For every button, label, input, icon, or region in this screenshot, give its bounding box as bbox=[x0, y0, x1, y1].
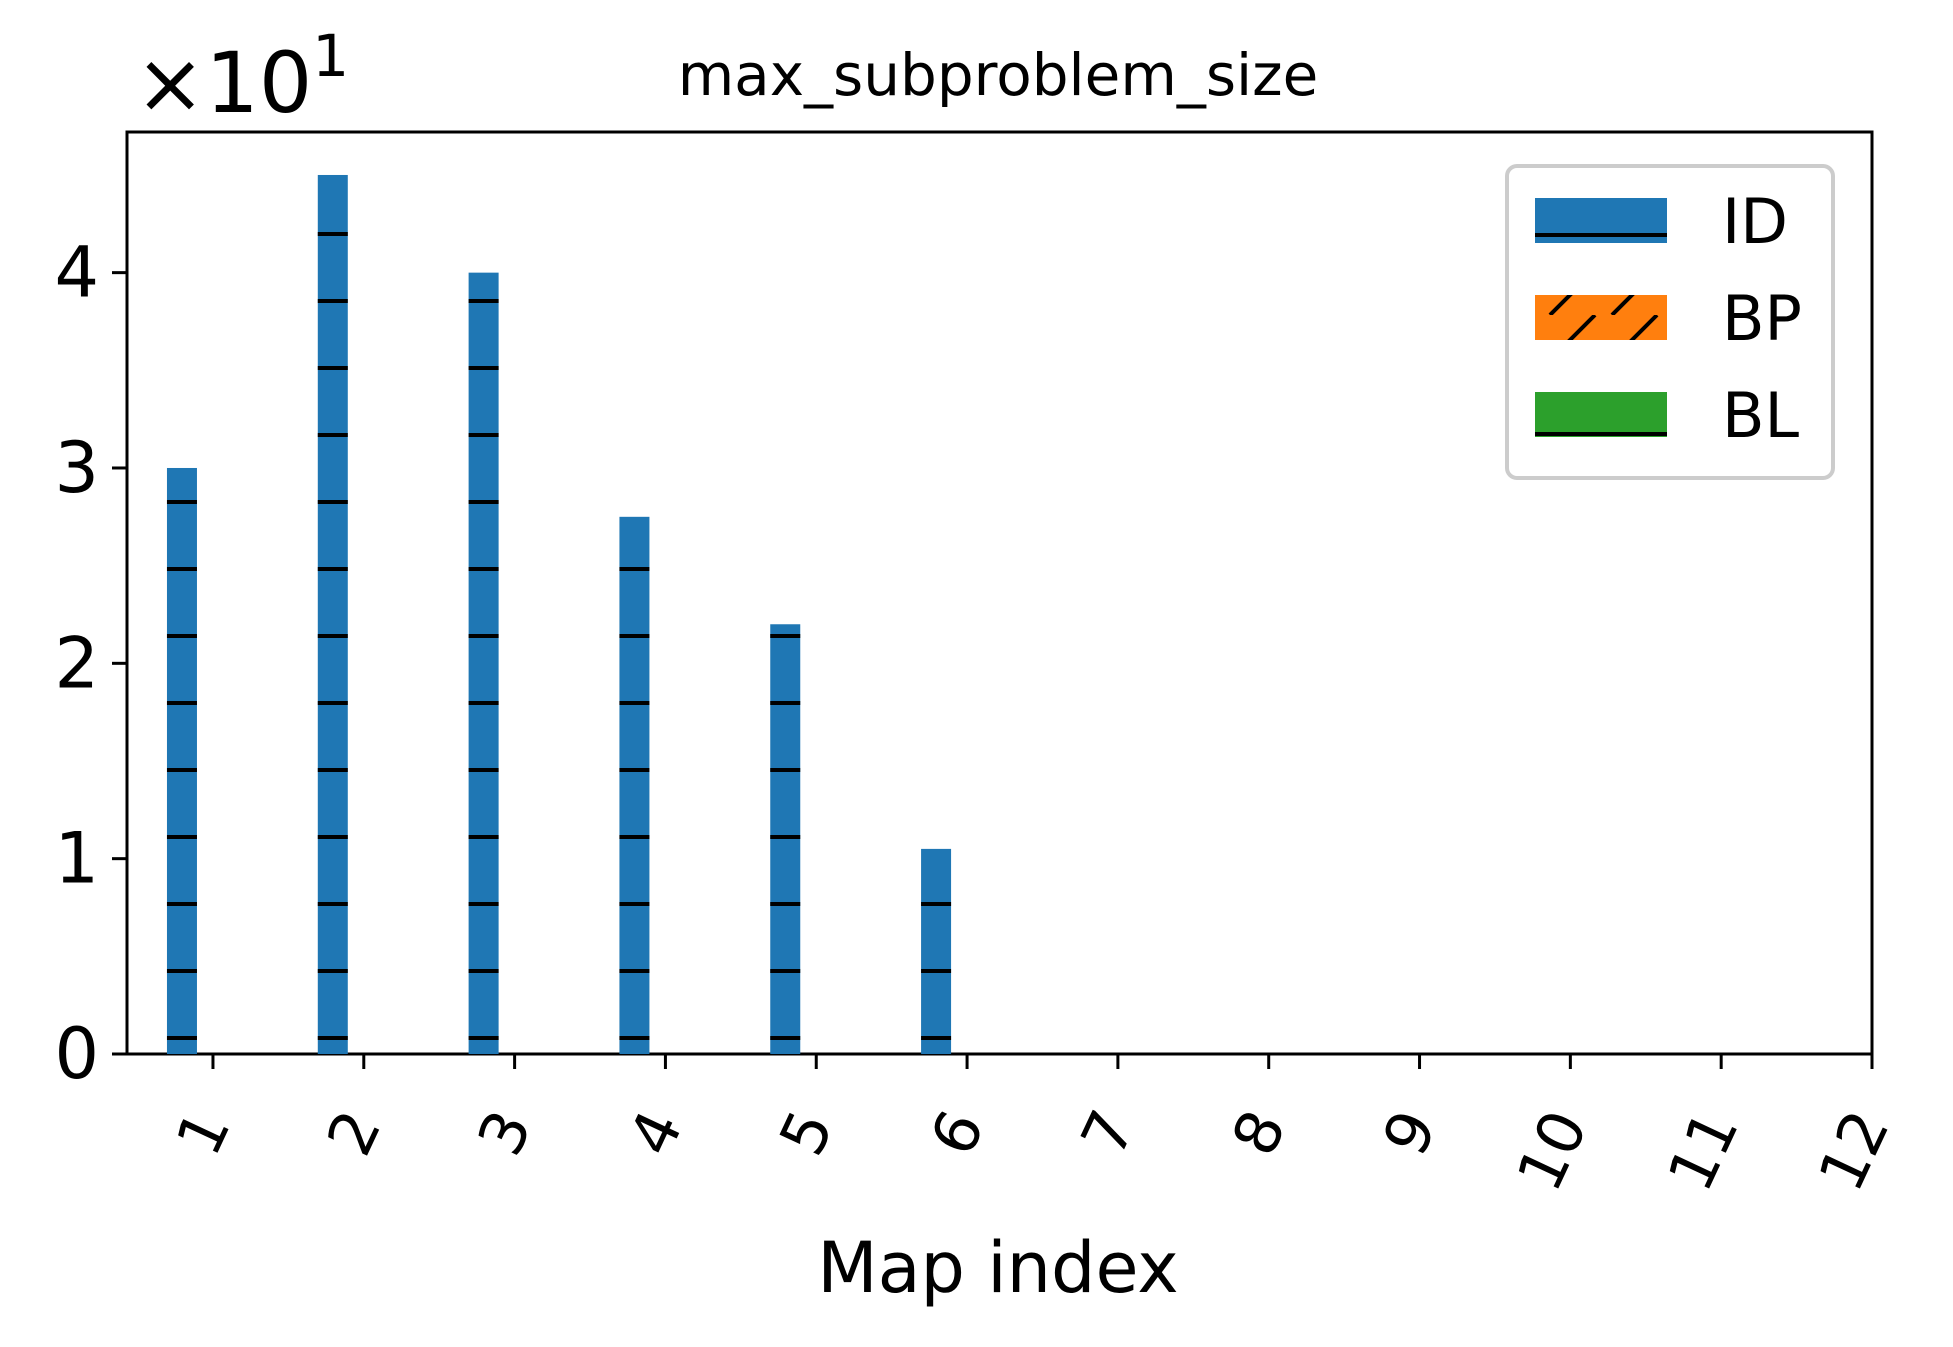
legend-label-bp: BP bbox=[1722, 282, 1802, 355]
legend-label-id: ID bbox=[1722, 185, 1788, 258]
chart-title: max_subproblem_size bbox=[678, 41, 1319, 109]
bar-id-5 bbox=[770, 624, 801, 1054]
x-tick-label-1: 1 bbox=[162, 1099, 245, 1166]
legend-item-bl: BL bbox=[1535, 379, 1800, 452]
bar-id-4 bbox=[619, 516, 650, 1054]
y-axis-multiplier-exponent: 1 bbox=[312, 22, 349, 90]
bar-id-2 bbox=[317, 174, 348, 1054]
y-axis: 0 1 2 3 4 bbox=[54, 232, 127, 1095]
x-tick-label-5: 5 bbox=[765, 1099, 848, 1166]
bar-id-3 bbox=[468, 272, 499, 1055]
plot-area bbox=[125, 130, 1874, 1056]
y-tick-label-3: 3 bbox=[54, 427, 99, 509]
x-tick-label-11: 11 bbox=[1653, 1099, 1753, 1201]
legend-label-bl: BL bbox=[1722, 379, 1800, 452]
y-tick-label-2: 2 bbox=[54, 622, 99, 704]
x-axis: 1 2 3 4 5 6 7 8 9 10 11 12 bbox=[162, 1054, 1904, 1202]
y-tick-label-0: 0 bbox=[54, 1013, 99, 1095]
x-tick-label-12: 12 bbox=[1804, 1099, 1904, 1201]
x-tick-label-9: 9 bbox=[1368, 1099, 1451, 1166]
legend: ID BP BL bbox=[1505, 164, 1835, 480]
bar-id-6 bbox=[921, 848, 952, 1054]
x-tick-label-6: 6 bbox=[916, 1099, 999, 1166]
legend-swatch-bl bbox=[1535, 392, 1667, 437]
x-tick-label-8: 8 bbox=[1217, 1099, 1300, 1166]
y-tick-label-1: 1 bbox=[54, 818, 99, 900]
bars-group bbox=[166, 174, 952, 1055]
x-tick-label-3: 3 bbox=[463, 1099, 546, 1166]
x-axis-label: Map index bbox=[817, 1227, 1178, 1309]
legend-item-bp: BP bbox=[1535, 282, 1802, 355]
legend-swatch-bp bbox=[1535, 295, 1667, 340]
bar-id-1 bbox=[166, 467, 197, 1055]
x-tick-label-2: 2 bbox=[313, 1099, 396, 1166]
y-axis-multiplier: ×101 bbox=[135, 22, 349, 132]
legend-item-id: ID bbox=[1535, 185, 1788, 258]
x-tick-label-10: 10 bbox=[1502, 1099, 1602, 1201]
y-tick-label-4: 4 bbox=[54, 232, 99, 314]
x-tick-label-7: 7 bbox=[1067, 1099, 1150, 1166]
y-axis-multiplier-base: ×10 bbox=[135, 34, 312, 132]
x-tick-label-4: 4 bbox=[614, 1099, 697, 1166]
